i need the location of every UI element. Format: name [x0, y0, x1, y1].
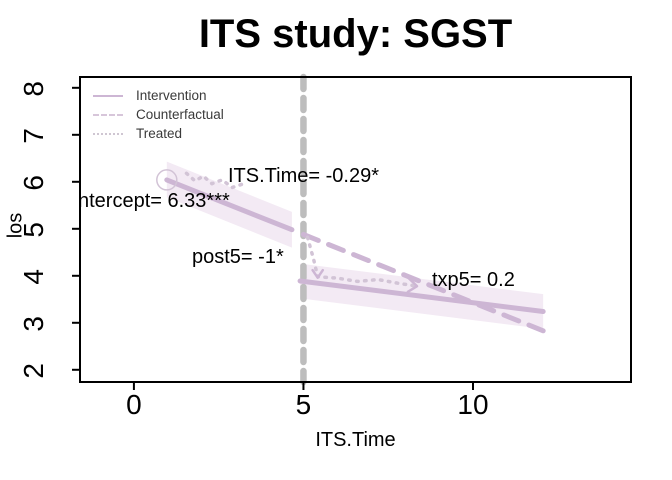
y-tick-label: 3: [18, 316, 49, 332]
x-axis-label: ITS.Time: [315, 429, 396, 451]
start-point-marker: [156, 169, 178, 191]
legend-label: Treated: [136, 126, 183, 141]
chart-title: ITS study: SGST: [198, 12, 513, 56]
legend-item-counterfactual: Counterfactual: [93, 108, 224, 122]
y-tick-label: 2: [18, 363, 49, 379]
y-tick-label: 4: [18, 269, 49, 285]
series-intervention-pre: [164, 177, 295, 233]
y-axis-label: los: [4, 212, 27, 239]
annotation-intercept: ntercept= 6.33***: [78, 190, 230, 212]
legend: Intervention Counterfactual Treated: [93, 89, 224, 141]
series-intervention-post: [297, 278, 546, 315]
x-tick-label: 0: [126, 389, 142, 420]
series-counterfactual: [300, 231, 546, 334]
dashed-line-swatch-icon: [93, 114, 123, 116]
series-treated-post: [305, 235, 419, 288]
series-treated-pre: [184, 171, 245, 190]
annotation-slope: ITS.Time= -0.29*: [228, 165, 379, 187]
annotation-slope-change: txp5= 0.2: [432, 269, 515, 291]
y-tick-label: 6: [18, 175, 49, 191]
legend-item-treated: Treated: [93, 127, 224, 141]
legend-label: Counterfactual: [136, 107, 224, 122]
y-tick-label: 8: [18, 81, 49, 97]
legend-label: Intervention: [136, 88, 207, 103]
x-tick-label: 10: [457, 389, 488, 420]
y-tick-label: 7: [18, 128, 49, 144]
dotted-line-swatch-icon: [93, 133, 123, 135]
x-tick-label: 5: [296, 389, 312, 420]
y-tick-label: 5: [18, 222, 49, 238]
legend-item-intervention: Intervention: [93, 89, 224, 103]
solid-line-swatch-icon: [93, 95, 123, 97]
treated-arrowhead-icon: [406, 276, 419, 294]
drop-arrowhead-icon: [311, 268, 325, 279]
annotation-level-change: post5= -1*: [192, 246, 284, 268]
